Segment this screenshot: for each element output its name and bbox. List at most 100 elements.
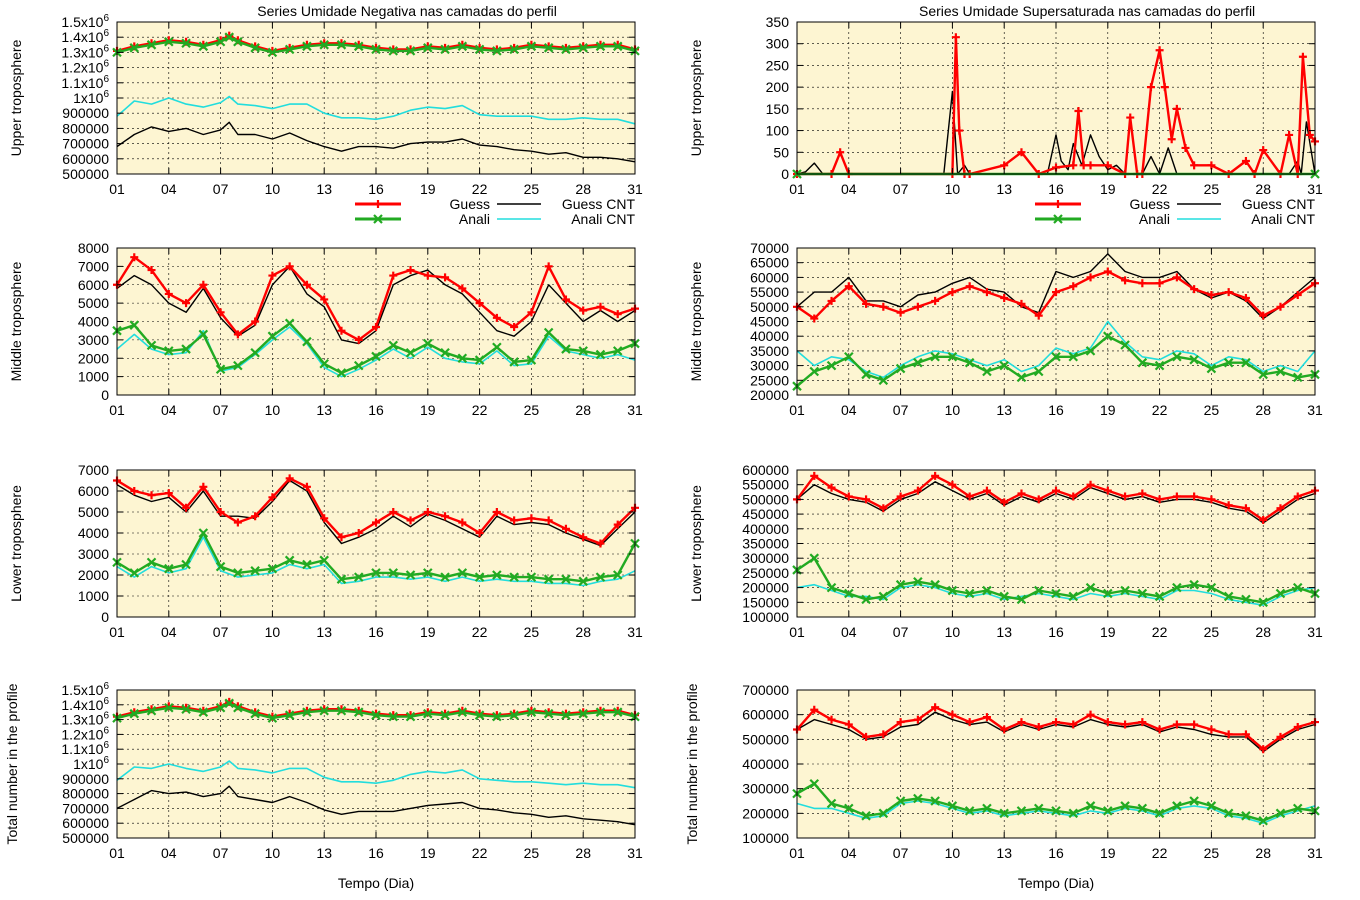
point-anali [999,591,1009,602]
point-guess [1121,720,1130,729]
point-anali [1068,808,1079,819]
point-anali [1292,372,1303,383]
point-guess [147,491,156,500]
point-guess [1172,492,1181,501]
point-guess [1276,732,1285,741]
point-anali [964,806,975,816]
point-guess [233,330,242,339]
point-anali [561,344,571,354]
chart-neg-total: 5000006000007000008000009000001x1061.1x1… [4,681,643,891]
point-guess [879,302,888,311]
point-guess [389,271,398,280]
point-anali [146,705,157,716]
legend-guess-cnt-label: Guess CNT [1242,196,1316,212]
x-tick-label: 04 [161,624,177,640]
x-tick-label: 22 [472,624,488,640]
point-anali [1120,801,1130,811]
point-anali [947,352,958,362]
point-guess [1259,146,1268,155]
x-tick-label: 28 [1255,402,1271,418]
point-anali [284,318,295,329]
point-anali [612,707,623,717]
x-tick-label: 07 [893,402,909,418]
point-anali [1068,591,1079,602]
y-tick-label: 500000 [62,830,109,846]
point-guess [948,288,957,297]
y-tick-label: 550000 [742,477,789,493]
y-tick-label: 1.4x106 [61,28,109,45]
y-tick-label: 200000 [742,805,789,821]
y-tick-label: 700000 [62,136,109,152]
point-anali [440,44,450,55]
point-guess [147,266,156,275]
point-anali [509,357,519,367]
x-tick-label: 16 [368,624,384,640]
point-anali [474,355,485,365]
y-tick-label: 20000 [750,387,789,403]
series-anali-cnt [116,326,636,378]
y-tick-label: 1000 [78,588,109,604]
point-guess [510,516,519,525]
x-tick-label: 01 [789,402,805,418]
point-guess [492,508,501,516]
y-tick-label: 700000 [742,682,789,698]
point-anali [233,568,243,578]
point-anali [302,336,312,347]
point-anali [930,579,940,590]
x-tick-label: 07 [213,624,229,640]
y-axis-label: Lower troposphere [8,485,24,602]
x-tick-label: 19 [1100,624,1116,640]
y-tick-label: 150000 [742,594,789,610]
x-axis-label: Tempo (Dia) [338,875,414,891]
x-tick-label: 01 [109,624,125,640]
point-guess [302,482,311,491]
legend-guess-marker [1054,200,1062,208]
point-guess [164,289,173,298]
x-tick-label: 22 [472,181,488,197]
point-anali [1189,354,1199,365]
point-anali [164,563,174,574]
point-guess [913,715,922,724]
point-anali [1103,331,1113,341]
point-anali [423,568,433,578]
point-guess [1298,52,1307,61]
point-anali [1085,801,1096,811]
point-anali [492,342,502,353]
point-guess [613,520,622,529]
point-anali [474,44,485,55]
point-guess [1207,161,1216,170]
x-tick-label: 31 [1307,845,1323,861]
chart-sup-middle: 2000025000300003500040000450005000055000… [688,240,1323,418]
y-tick-label: 1x106 [73,755,109,772]
x-tick-label: 10 [945,181,961,197]
point-anali [1275,366,1286,377]
y-tick-label: 1.4x106 [61,696,109,713]
y-tick-label: 1.1x106 [61,74,109,91]
point-anali [526,355,537,365]
point-anali [388,46,399,56]
y-tick-label: 200000 [742,580,789,596]
point-guess [1086,273,1095,282]
point-anali [1103,806,1113,816]
point-anali [578,346,588,356]
y-axis-label: Total number in the profile [684,683,700,844]
x-tick-label: 01 [109,181,125,197]
point-anali [826,582,837,593]
point-anali [913,357,923,368]
y-tick-label: 50 [773,144,789,160]
y-tick-label: 100 [766,123,790,139]
point-guess [879,504,888,513]
point-anali [336,574,347,584]
point-anali [405,570,416,580]
point-anali [198,707,209,717]
x-tick-label: 25 [1204,845,1220,861]
series-guess-cnt [116,479,636,547]
point-anali [1051,588,1061,599]
point-guess [1224,730,1233,739]
point-guess [510,323,519,332]
point-anali [1206,582,1217,593]
point-anali [844,803,854,814]
point-guess [1155,46,1164,55]
series-guess-cnt [116,785,636,826]
point-guess [1224,288,1233,297]
